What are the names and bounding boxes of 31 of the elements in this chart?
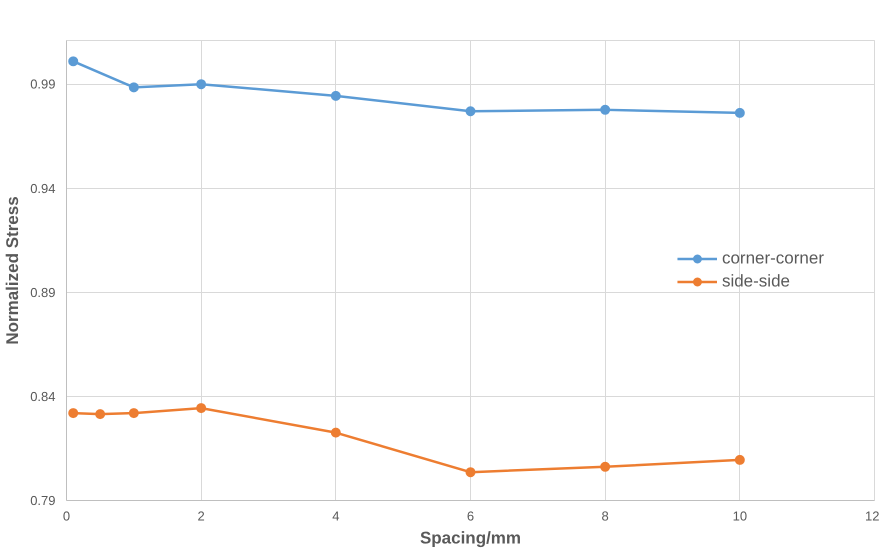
point	[68, 408, 78, 418]
x-tick-label: 10	[732, 508, 748, 524]
point	[128, 82, 139, 92]
point	[196, 79, 206, 90]
point	[95, 409, 106, 420]
point	[734, 454, 745, 465]
x-tick-label: 4	[332, 508, 340, 524]
point	[330, 90, 341, 101]
y-tick-label: 0.84	[30, 388, 56, 404]
x-tick-label: 8	[602, 508, 609, 524]
y-tick-label: 0.99	[30, 76, 56, 92]
point	[600, 104, 610, 115]
x-tick-label: 0	[62, 508, 70, 524]
legend-label: side-side	[722, 272, 790, 292]
y-tick-label: 0.94	[30, 180, 56, 196]
x-tick-label: 12	[865, 508, 879, 524]
x-tick-label: 2	[198, 508, 205, 524]
point	[466, 106, 476, 116]
point	[128, 408, 139, 418]
y-tick-label: 0.89	[30, 284, 56, 300]
point	[68, 56, 78, 66]
point	[466, 467, 476, 478]
y-tick-label: 0.79	[30, 493, 56, 508]
point	[734, 108, 745, 118]
x-axis-title: Spacing/mm	[420, 528, 522, 548]
y-axis-title: Normalized Stress	[3, 196, 22, 345]
point	[330, 428, 341, 438]
legend-label: corner-corner	[722, 248, 824, 268]
point	[600, 462, 610, 472]
x-tick-label: 6	[466, 508, 474, 524]
point	[196, 403, 206, 414]
